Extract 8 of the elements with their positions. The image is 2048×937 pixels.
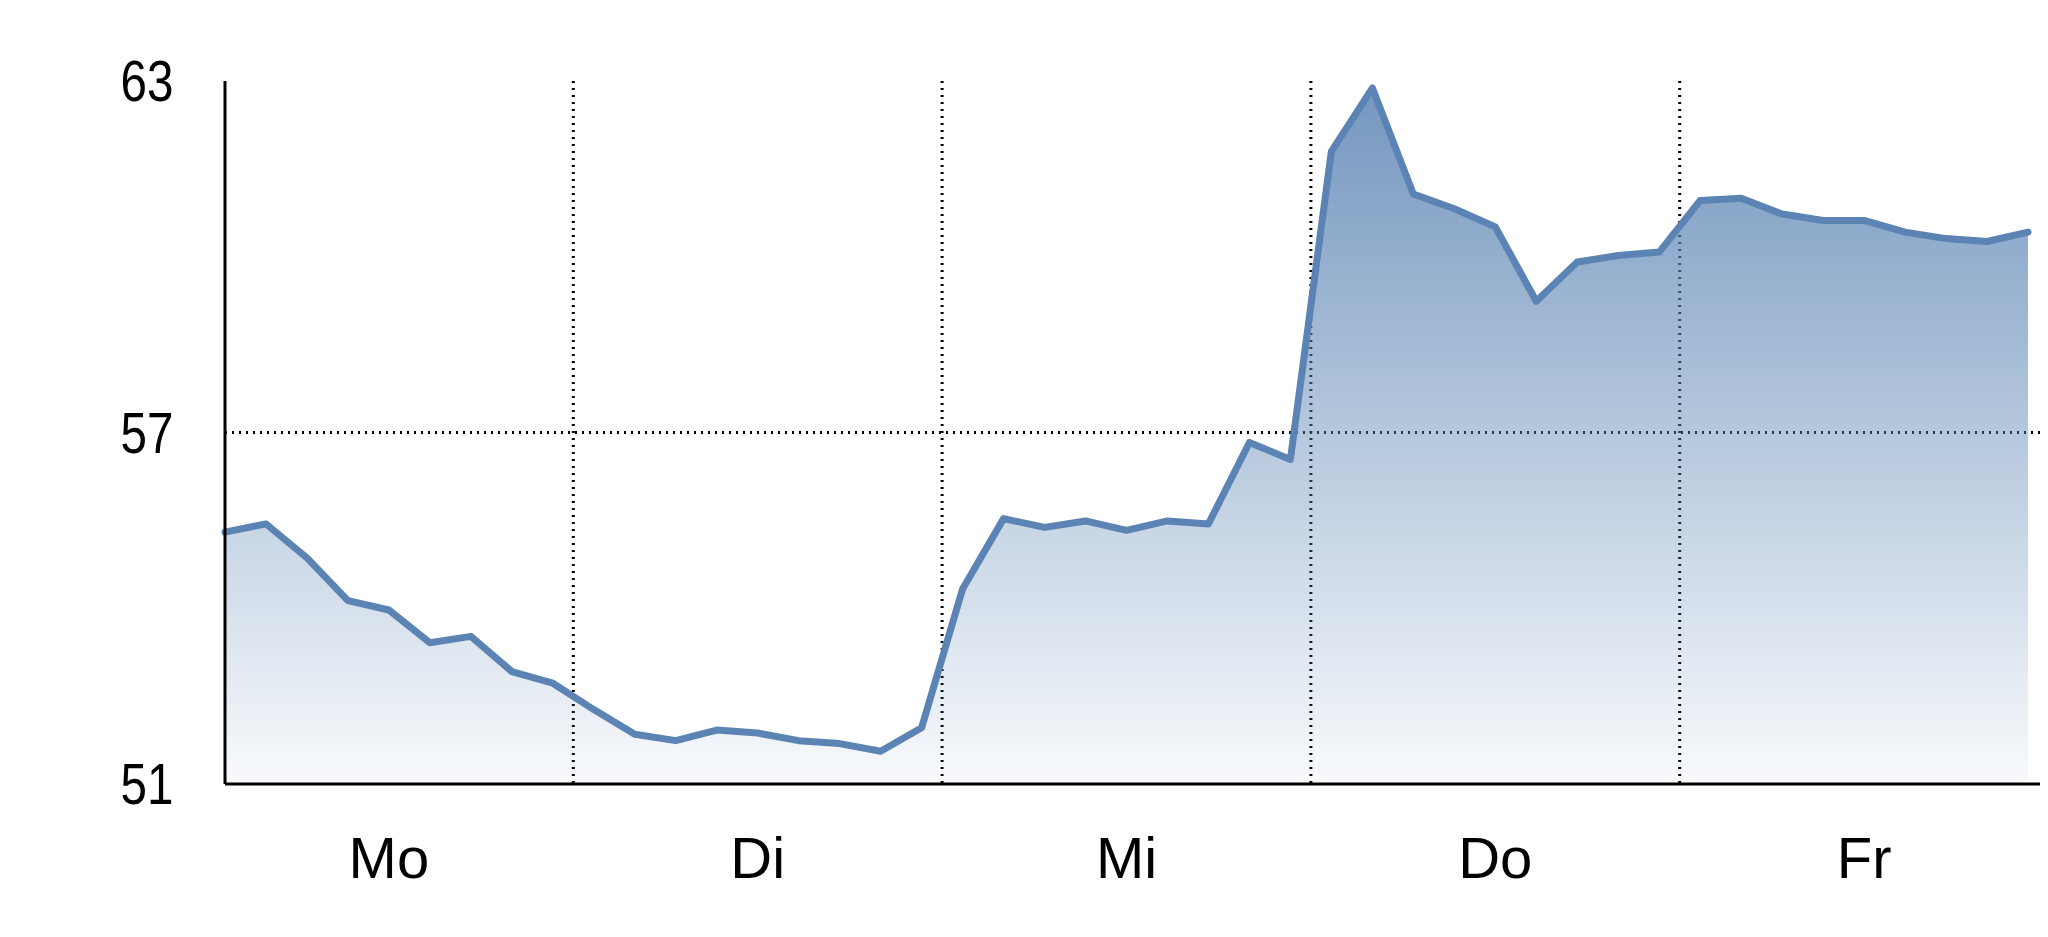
x-tick-label: Mi (1095, 825, 1158, 890)
x-tick-label: Mo (348, 825, 430, 890)
y-tick-label: 57 (120, 400, 174, 465)
x-tick-label: Di (730, 825, 786, 890)
y-tick-label: 51 (120, 751, 174, 817)
x-tick-label: Fr (1836, 825, 1892, 890)
x-tick-label: Do (1458, 825, 1533, 890)
y-tick-label: 63 (120, 48, 174, 114)
